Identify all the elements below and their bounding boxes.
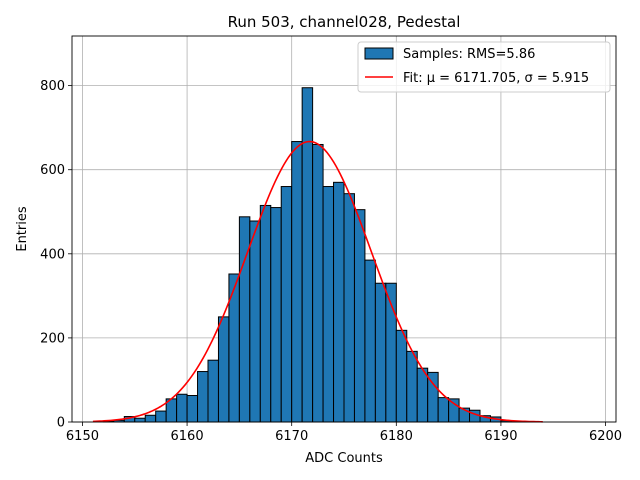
histogram-bar (312, 143, 324, 423)
x-axis-label: ADC Counts (305, 451, 383, 466)
y-tick-label: 800 (40, 79, 65, 94)
y-axis-label: Entries (15, 206, 30, 252)
x-tick-label: 6150 (66, 429, 99, 444)
y-tick-label: 400 (40, 247, 65, 262)
histogram-bar (280, 186, 293, 423)
x-tick-label: 6160 (171, 429, 204, 444)
histogram-bar (186, 395, 199, 423)
histogram-bar (207, 359, 219, 423)
histogram-bar (134, 417, 146, 423)
x-tick-label: 6170 (275, 429, 308, 444)
x-tick-label: 6180 (380, 429, 413, 444)
chart-title: Run 503, channel028, Pedestal (228, 13, 461, 31)
histogram-bar (197, 371, 209, 423)
histogram-bar (270, 207, 282, 423)
fit-curve (92, 140, 543, 423)
legend-samples-label: Samples: RMS=5.86 (403, 47, 535, 62)
y-tick-label: 0 (57, 416, 65, 431)
histogram-bar (249, 220, 261, 423)
histogram-bar (343, 193, 355, 423)
histogram-bar (322, 186, 335, 423)
y-axis-ticks: 0 200 400 600 800 (40, 79, 72, 431)
histogram-bar (416, 367, 429, 423)
histogram-bar (374, 282, 387, 423)
histogram-bar (176, 393, 188, 423)
y-tick-label: 600 (40, 163, 65, 178)
histogram-bar (301, 87, 314, 423)
legend-fit-label: Fit: μ = 6171.705, σ = 5.915 (403, 71, 589, 86)
histogram-bar (353, 209, 366, 423)
histogram-bar (238, 216, 251, 423)
histogram-bar (217, 316, 230, 423)
histogram-bar (259, 204, 272, 423)
histogram-bar (144, 414, 157, 423)
histogram-bar (448, 398, 460, 423)
x-tick-label: 6190 (484, 429, 517, 444)
histogram-bar (291, 141, 303, 423)
plot-frame (71, 35, 617, 423)
legend: Samples: RMS=5.86 Fit: μ = 6171.705, σ =… (357, 41, 611, 93)
histogram-bar (406, 350, 418, 423)
x-axis-ticks: 6150 6160 6170 6180 6190 6200 (66, 422, 622, 444)
legend-box (357, 41, 611, 93)
histogram-bar (155, 410, 167, 423)
histogram-bar (395, 329, 408, 423)
x-tick-label: 6200 (589, 429, 622, 444)
y-tick-label: 200 (40, 331, 65, 346)
legend-bar-swatch (364, 47, 394, 60)
histogram-bar (364, 259, 376, 423)
histogram-bar (333, 181, 345, 423)
histogram-bar (437, 397, 450, 423)
